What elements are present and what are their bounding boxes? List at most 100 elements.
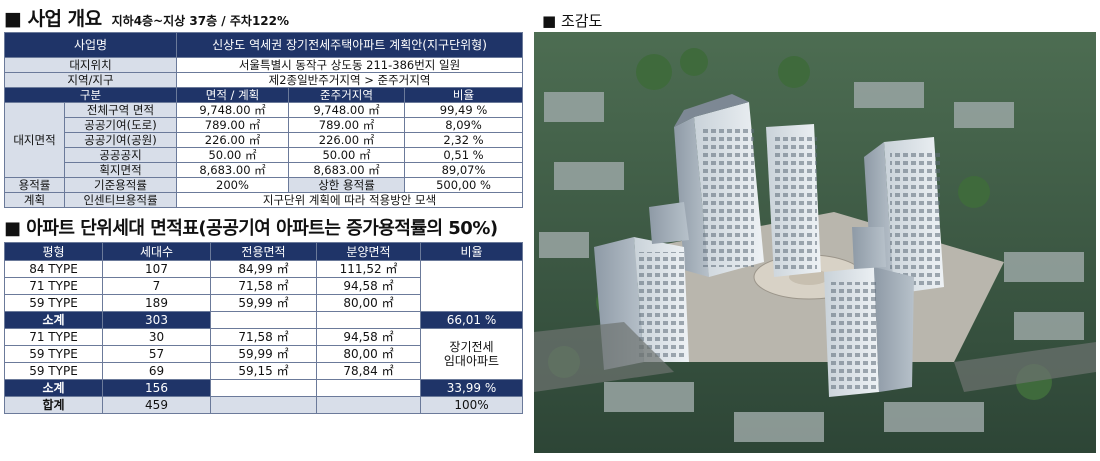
site-row-ratio: 8,09%: [403, 117, 524, 133]
subtotal-label: 소계: [4, 379, 103, 397]
unit-sale: 80,00 ㎡: [316, 294, 421, 312]
site-row: 공공기여(공원) 226.00 ㎡ 226.00 ㎡ 2,32 %: [5, 132, 524, 148]
units-header-ratio: 비율: [420, 242, 523, 261]
units-heading: ■ 아파트 단위세대 면적표(공공기여 아파트는 증가용적률의 50%): [4, 214, 522, 242]
subtotal-count: 156: [102, 379, 211, 397]
project-row: 사업명 신상도 역세권 장기전세주택아파트 계획안(지구단위형): [4, 32, 524, 58]
site-row-sub: 789.00 ㎡: [288, 117, 405, 133]
unit-type: 71 TYPE: [4, 277, 103, 295]
unit-sale: 94,58 ㎡: [316, 328, 421, 346]
site-row-area: 226.00 ㎡: [176, 132, 289, 148]
site-row-name: 공공공지: [64, 147, 177, 163]
subtotal-row-1: 소계 303 66,01 %: [4, 311, 523, 329]
site-row-area: 8,683.00 ㎡: [176, 162, 289, 178]
site-header-row: 구분 면적 / 계획 준주거지역 비율: [4, 87, 524, 103]
units-header-type: 평형: [4, 242, 103, 261]
site-row-sub: 50.00 ㎡: [288, 147, 405, 163]
location-label: 대지위치: [4, 57, 177, 73]
unit-exclusive: 59,99 ㎡: [210, 294, 317, 312]
units-header-sale: 분양면적: [316, 242, 421, 261]
site-row-name: 공공기여(도로): [64, 117, 177, 133]
subtotal-blank: [316, 379, 421, 397]
unit-exclusive: 71,58 ㎡: [210, 277, 317, 295]
total-blank: [316, 396, 421, 414]
subtotal-blank: [316, 311, 421, 329]
left-panel: ■ 사업 개요 지하4층~지상 37층 / 주차122% 사업명 신상도 역세권…: [4, 4, 524, 414]
subtotal-row-2: 소계 156 33,99 %: [4, 379, 523, 397]
unit-count: 57: [102, 345, 211, 363]
far-incentive-label: 인센티브용적률: [64, 192, 177, 208]
far-incentive-value: 지구단위 계획에 따라 적용방안 모색: [175, 192, 524, 208]
subtotal-ratio: 66,01 %: [420, 311, 523, 329]
site-header-0: 구분: [4, 87, 177, 103]
tower-group: [594, 94, 944, 397]
far-group-label-1: 용적률: [4, 177, 65, 193]
subtotal-blank: [210, 311, 317, 329]
unit-exclusive: 59,15 ㎡: [210, 362, 317, 380]
unit-count: 69: [102, 362, 211, 380]
unit-count: 107: [102, 260, 211, 278]
unit-sale: 94,58 ㎡: [316, 277, 421, 295]
location-value: 서울특별시 동작구 상도동 211-386번지 일원: [175, 57, 524, 73]
units-header-row: 평형 세대수 전용면적 분양면적 비율: [4, 242, 523, 261]
subtotal-blank: [210, 379, 317, 397]
unit-type: 71 TYPE: [4, 328, 103, 346]
overview-table: 사업명 신상도 역세권 장기전세주택아파트 계획안(지구단위형) 대지위치 서울…: [4, 32, 524, 208]
table-row: 71 TYPE 30 71,58 ㎡ 94,58 ㎡ 장기전세 임대아파트: [4, 328, 523, 380]
aerial-rendering-illustration: [534, 32, 1096, 453]
unit-count: 7: [102, 277, 211, 295]
unit-exclusive: 71,58 ㎡: [210, 328, 317, 346]
rental-note: 장기전세 임대아파트: [420, 328, 523, 380]
rental-note-line-1: 장기전세: [449, 340, 494, 354]
site-row-ratio: 0,51 %: [403, 147, 524, 163]
units-title: ■ 아파트 단위세대 면적표(공공기여 아파트는 증가용적률의 50%): [4, 218, 498, 239]
far-base-value: 200%: [176, 177, 289, 193]
unit-type: 59 TYPE: [4, 294, 103, 312]
unit-exclusive: 84,99 ㎡: [210, 260, 317, 278]
zone-label: 지역/지구: [4, 72, 177, 88]
site-group-label: 대지면적: [4, 102, 65, 178]
site-row: 공공공지 50.00 ㎡ 50.00 ㎡ 0,51 %: [5, 147, 524, 163]
site-row: 대지면적 전체구역 면적 9,748.00 ㎡ 9,748.00 ㎡ 99,49…: [4, 102, 524, 178]
site-row-area: 789.00 ㎡: [176, 117, 289, 133]
location-row: 대지위치 서울특별시 동작구 상도동 211-386번지 일원: [4, 57, 524, 73]
zone-value: 제2종일반주거지역 > 준주거지역: [175, 72, 524, 88]
subtotal-count: 303: [102, 311, 211, 329]
zone-row: 지역/지구 제2종일반주거지역 > 준주거지역: [4, 72, 524, 88]
table-row: 59 TYPE 57 59,99 ㎡ 80,00 ㎡: [4, 345, 523, 363]
table-row: 84 TYPE 107 84,99 ㎡ 111,52 ㎡: [4, 260, 523, 312]
site-row: 공공기여(도로) 789.00 ㎡ 789.00 ㎡ 8,09%: [5, 117, 524, 133]
unit-type: 59 TYPE: [4, 362, 103, 380]
site-header-3: 비율: [403, 87, 524, 103]
overview-heading: ■ 사업 개요 지하4층~지상 37층 / 주차122%: [4, 4, 522, 32]
site-row-sub: 9,748.00 ㎡: [288, 102, 405, 118]
total-row: 합계 459 100%: [4, 396, 523, 414]
site-row-name: 획지면적: [64, 162, 177, 178]
site-row-sub: 226.00 ㎡: [288, 132, 405, 148]
unit-sale: 80,00 ㎡: [316, 345, 421, 363]
far-base-row: 용적률 기준용적률 200% 상한 용적률 500,00 %: [4, 177, 524, 193]
group1-note: [420, 260, 523, 312]
project-label: 사업명: [4, 32, 177, 58]
far-group-label-2: 계획: [4, 192, 65, 208]
subtotal-label: 소계: [4, 311, 103, 329]
site-row-name: 공공기여(공원): [64, 132, 177, 148]
units-header-count: 세대수: [102, 242, 211, 261]
site-row-ratio: 99,49 %: [403, 102, 524, 118]
unit-exclusive: 59,99 ㎡: [210, 345, 317, 363]
total-ratio: 100%: [420, 396, 523, 414]
units-table: 평형 세대수 전용면적 분양면적 비율 84 TYPE 107 84,99 ㎡ …: [4, 242, 523, 414]
site-header-1: 면적 / 계획: [176, 87, 289, 103]
site-row: 획지면적 8,683.00 ㎡ 8,683.00 ㎡ 89,07%: [5, 162, 524, 178]
unit-count: 189: [102, 294, 211, 312]
project-value: 신상도 역세권 장기전세주택아파트 계획안(지구단위형): [175, 32, 524, 58]
far-incentive-row: 계획 인센티브용적률 지구단위 계획에 따라 적용방안 모색: [4, 192, 524, 208]
units-header-exclusive: 전용면적: [210, 242, 317, 261]
overview-title: ■ 사업 개요: [4, 8, 102, 30]
site-row-name: 전체구역 면적: [64, 102, 177, 118]
far-max-label: 상한 용적률: [288, 177, 405, 193]
site-row-sub: 8,683.00 ㎡: [288, 162, 405, 178]
unit-sale: 78,84 ㎡: [316, 362, 421, 380]
site-row-ratio: 89,07%: [403, 162, 524, 178]
site-row-area: 50.00 ㎡: [176, 147, 289, 163]
